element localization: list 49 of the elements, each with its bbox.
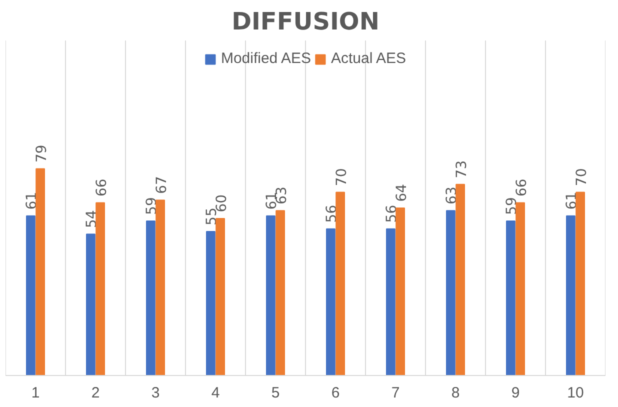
- x-tick-label: 9: [511, 384, 520, 402]
- x-tick-label: 6: [331, 384, 340, 402]
- bar: [26, 215, 36, 376]
- chart-title: DIFFUSION: [232, 8, 380, 36]
- data-label: 59: [144, 197, 160, 215]
- bar: [446, 210, 456, 376]
- bar: [206, 231, 216, 376]
- data-label: 70: [334, 168, 350, 186]
- x-tick-label: 8: [451, 384, 460, 402]
- data-label: 66: [94, 178, 110, 197]
- data-label: 56: [324, 204, 340, 223]
- bar: [576, 192, 585, 376]
- x-tick-label: 1: [31, 384, 40, 402]
- data-label: 73: [454, 160, 470, 178]
- x-tick-label: 7: [391, 384, 400, 402]
- bar: [86, 234, 96, 376]
- x-tick-label: 4: [211, 384, 220, 402]
- bar: [516, 202, 525, 376]
- bar: [156, 200, 165, 376]
- data-label: 56: [384, 204, 400, 223]
- data-label: 67: [154, 176, 170, 194]
- bar: [266, 215, 276, 376]
- bar: [326, 228, 336, 376]
- bar: [396, 207, 405, 376]
- bar: [276, 210, 285, 376]
- bar: [386, 228, 396, 376]
- x-tick-label: 10: [567, 384, 584, 402]
- x-tick-label: 5: [271, 384, 280, 402]
- data-label: 79: [34, 144, 50, 163]
- data-label: 59: [504, 197, 520, 215]
- x-tick-label: 2: [91, 384, 100, 402]
- data-label: 61: [564, 192, 580, 210]
- legend-label: Actual AES: [331, 50, 406, 67]
- data-label: 61: [24, 192, 40, 210]
- bar: [36, 168, 45, 376]
- bar: [146, 220, 156, 376]
- data-label: 70: [574, 168, 590, 186]
- bar: [506, 220, 516, 376]
- bar: [336, 192, 345, 376]
- legend-label: Modified AES: [220, 50, 312, 67]
- data-label: 66: [514, 178, 530, 197]
- bar: [96, 202, 105, 376]
- data-label: 54: [84, 210, 100, 228]
- bar: [216, 218, 225, 376]
- bar: [456, 184, 465, 376]
- data-label: 64: [394, 184, 410, 202]
- x-tick-label: 3: [151, 384, 160, 402]
- data-label: 63: [444, 186, 460, 204]
- bar: [566, 215, 576, 376]
